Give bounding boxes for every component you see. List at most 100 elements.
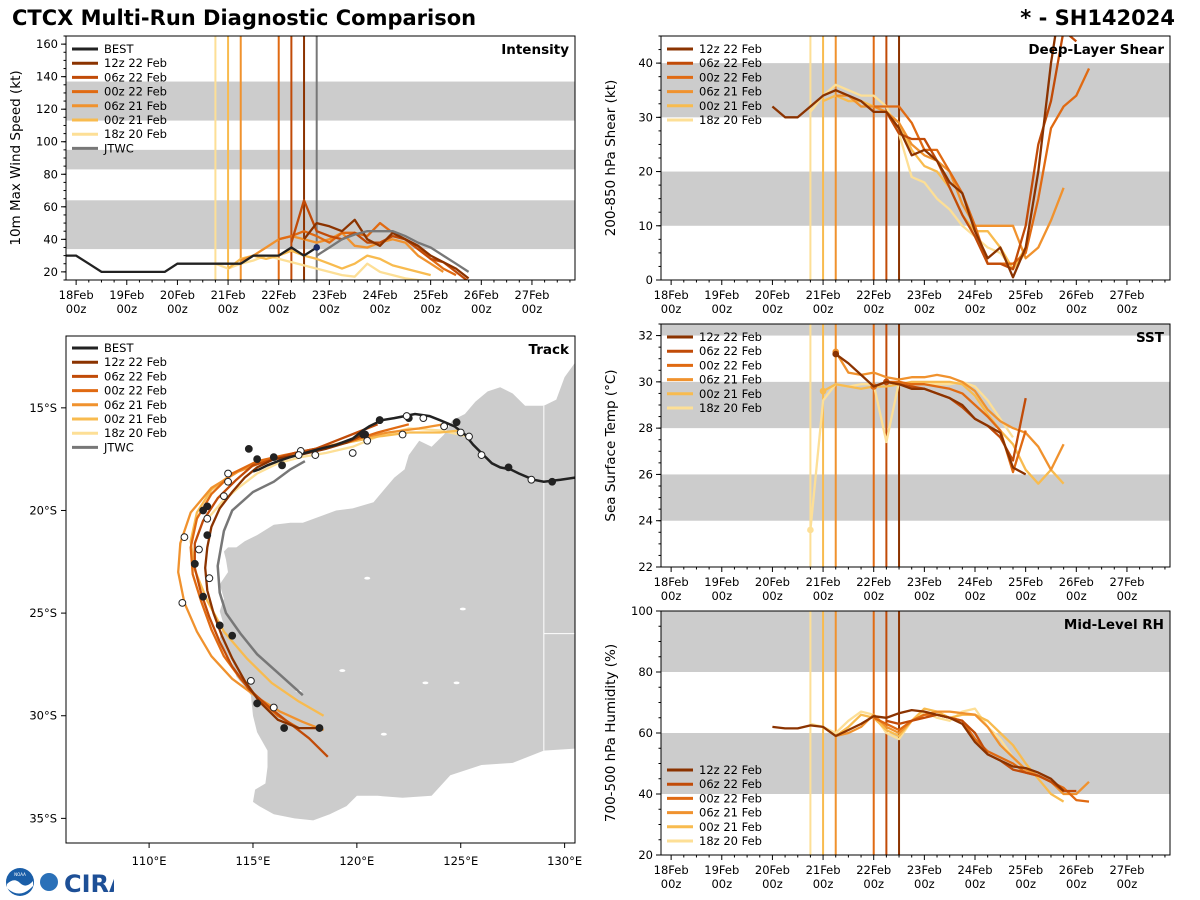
shear-legend-label: 06z 21 Feb	[699, 85, 762, 99]
rh-legend-label: 12z 22 Feb	[699, 763, 762, 777]
cira-logo: NOAA CIRA	[6, 868, 114, 898]
intensity-xtick-label-date: 25Feb	[413, 288, 448, 302]
rh-xtick-label-time: 00z	[863, 877, 884, 891]
track-marker-00z-22-feb	[253, 699, 262, 708]
intensity-ytick-label: 100	[36, 135, 58, 149]
rh-ytick-label: 100	[631, 604, 653, 618]
intensity-ytick-label: 40	[43, 232, 58, 246]
intensity-xtick-label-time: 00z	[218, 302, 239, 316]
rh-plot-area	[661, 611, 1170, 855]
track-legend-label: 06z 22 Feb	[104, 369, 167, 383]
track-marker-12z-22-feb	[203, 531, 212, 540]
rh-xtick-label-time: 00z	[813, 877, 834, 891]
track-marker-18z-20-feb	[203, 514, 212, 523]
intensity-series-18z-20-feb	[214, 254, 428, 280]
intensity-xtick-label-date: 21Feb	[211, 288, 246, 302]
rh-title: Mid-Level RH	[1064, 617, 1164, 633]
track-marker-12z-22-feb	[253, 455, 262, 464]
sst-xtick-label-time: 00z	[813, 589, 834, 603]
intensity-xtick-label-date: 19Feb	[109, 288, 144, 302]
rh-legend-label: 06z 21 Feb	[699, 806, 762, 820]
intensity-xtick-label-date: 24Feb	[363, 288, 398, 302]
track-ytick-label: 15°S	[29, 401, 57, 415]
salt-lake	[339, 669, 346, 672]
shear-series-12z-22-feb	[771, 36, 1057, 279]
track-legend-label: 18z 20 Feb	[104, 426, 167, 440]
sst-xtick-label-date: 18Feb	[654, 575, 689, 589]
shear-series-18z-20-feb	[809, 83, 1027, 271]
rh-xtick-label-time: 00z	[762, 877, 783, 891]
cira-globe-icon	[40, 873, 58, 891]
sst-xtick-label-date: 21Feb	[806, 575, 841, 589]
track-best-marker	[311, 451, 320, 459]
sst-ytick-label: 22	[638, 560, 653, 574]
shear-xtick-label-time: 00z	[914, 302, 935, 316]
sst-series-00z-22-feb	[873, 380, 1027, 474]
sst-legend-label: 18z 20 Feb	[699, 401, 762, 415]
sst-legend-label: 00z 22 Feb	[699, 358, 762, 372]
intensity-band	[66, 149, 575, 170]
rh-band	[661, 611, 1170, 672]
rh-legend-label: 18z 20 Feb	[699, 834, 762, 848]
track-marker-00z-21-feb	[205, 574, 214, 583]
track-best-marker	[419, 414, 428, 423]
sst-ytick-label: 24	[638, 514, 653, 528]
rh-xtick-label-date: 26Feb	[1059, 863, 1094, 877]
shear-plot-area	[661, 36, 1170, 280]
shear-xtick-label-date: 20Feb	[755, 288, 790, 302]
rh-xtick-label-date: 25Feb	[1008, 863, 1043, 877]
track-best-marker	[548, 477, 557, 486]
sst-ytick-label: 32	[638, 329, 653, 343]
sst-xtick-label-time: 00z	[914, 589, 935, 603]
sst-xtick-label-time: 00z	[965, 589, 986, 603]
rh-xtick-label-time: 00z	[1015, 877, 1036, 891]
rh-xtick-label-date: 22Feb	[856, 863, 891, 877]
rh-band	[661, 733, 1170, 794]
track-ytick-label: 30°S	[29, 709, 57, 723]
track-marker-00z-22-feb	[190, 559, 199, 568]
noaa-wave-icon	[7, 880, 33, 894]
track-ytick-label: 35°S	[29, 811, 57, 825]
sst-plot-area	[661, 324, 1170, 567]
intensity-ytick-label: 160	[36, 37, 58, 51]
sst-legend-label: 06z 22 Feb	[699, 344, 762, 358]
sst-xtick-label-time: 00z	[762, 589, 783, 603]
sst-xtick-label-date: 19Feb	[704, 575, 739, 589]
shear-legend-label: 06z 22 Feb	[699, 56, 762, 70]
shear-ytick-label: 30	[638, 110, 653, 124]
shear-xtick-label-time: 00z	[863, 302, 884, 316]
page-title: CTCX Multi-Run Diagnostic Comparison	[12, 6, 477, 30]
rh-ytick-label: 20	[638, 848, 653, 862]
shear-ytick-label: 40	[638, 56, 653, 70]
salt-lake	[453, 681, 460, 685]
sst-ytick-label: 28	[638, 421, 653, 435]
shear-xtick-label-date: 18Feb	[654, 288, 689, 302]
track-best-marker	[504, 463, 513, 472]
rh-xtick-label-date: 20Feb	[755, 863, 790, 877]
track-jtwc-line	[216, 460, 306, 697]
intensity-ytick-label: 140	[36, 70, 58, 84]
intensity-plot-area	[66, 36, 575, 280]
intensity-xtick-label-time: 00z	[522, 302, 543, 316]
shear-legend-label: 12z 22 Feb	[699, 42, 762, 56]
rh-series-00z-21-feb	[822, 707, 1065, 803]
rh-xtick-label-date: 21Feb	[806, 863, 841, 877]
sst-ytick-label: 26	[638, 467, 653, 481]
intensity-xtick-label-time: 00z	[370, 302, 391, 316]
intensity-legend-label: 00z 22 Feb	[104, 85, 167, 99]
intensity-legend-label: 00z 21 Feb	[104, 113, 167, 127]
intensity-ytick-label: 20	[43, 265, 58, 279]
cira-logo-text: CIRA	[64, 870, 114, 898]
rh-xtick-label-date: 18Feb	[654, 863, 689, 877]
rh-xtick-label-date: 24Feb	[958, 863, 993, 877]
track-marker-06z-21-feb	[348, 449, 357, 457]
intensity-legend-label: 06z 21 Feb	[104, 99, 167, 113]
sst-series-12z-22-feb	[835, 353, 1027, 476]
sst-xtick-label-date: 24Feb	[958, 575, 993, 589]
intensity-xtick-label-date: 22Feb	[261, 288, 296, 302]
intensity-xtick-label-time: 00z	[420, 302, 441, 316]
track-legend-label: 00z 21 Feb	[104, 412, 167, 426]
intensity-ytick-label: 60	[43, 200, 58, 214]
track-marker-06z-21-feb	[269, 703, 278, 712]
track-marker-00z-22-feb	[199, 592, 208, 601]
